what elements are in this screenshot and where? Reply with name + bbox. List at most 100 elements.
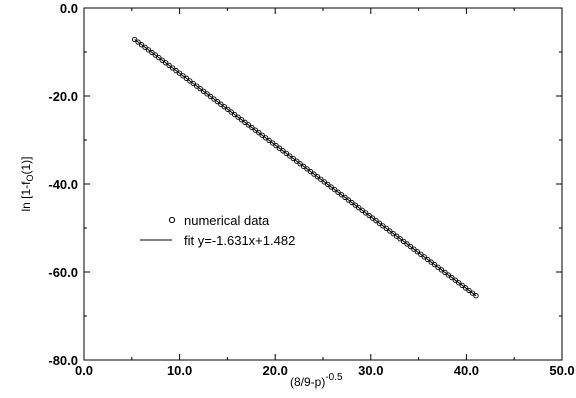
data-point [397,236,403,242]
data-point [362,210,369,216]
data-point [231,111,238,118]
y-tick-label: -20.0 [48,89,78,104]
x-axis-label-exponent: -0.5 [325,372,343,383]
data-point [280,148,286,154]
data-point [214,98,221,105]
data-point [235,114,241,120]
data-point [387,228,393,234]
x-axis-label-main: (8/9-p) [290,375,325,389]
data-point [204,91,210,97]
y-axis-label-subscript: O [25,174,35,181]
data-point [238,117,245,123]
data-point [221,104,227,110]
data-point [369,215,376,221]
numerical-data-points [132,36,479,299]
data-point [163,60,169,66]
data-point [459,282,465,289]
data-point [411,246,417,252]
y-axis-label: ln [1-fO(1)] [19,156,35,211]
data-point [438,267,445,273]
data-point [442,269,448,276]
data-point [176,70,183,76]
data-point [380,223,386,229]
data-point [404,241,410,247]
legend-label-numerical-data: numerical data [184,213,270,228]
data-point [276,145,283,151]
data-point [418,251,424,257]
data-point [256,130,262,136]
data-point [325,181,331,188]
data-point [373,218,379,224]
data-point [259,132,265,138]
data-point [300,163,307,169]
data-point [135,39,141,45]
data-point [338,192,345,198]
x-tick-label: 30.0 [358,363,383,378]
x-tick-label: 10.0 [167,363,192,378]
data-point [152,52,159,58]
data-point [166,62,172,69]
data-point [269,140,276,146]
fit-line [134,39,477,297]
data-point [328,184,334,190]
data-point [394,233,400,239]
data-point [421,254,427,260]
data-point [297,161,303,167]
data-point [356,205,362,211]
data-point [466,287,472,294]
data-point [390,230,396,237]
data-point [428,259,434,265]
data-point [187,78,193,84]
data-point [294,158,300,164]
data-point [414,249,421,255]
x-tick-label: 20.0 [263,363,288,378]
data-point [311,171,317,177]
data-point [180,73,186,79]
data-point [321,179,327,185]
data-point [376,220,383,226]
x-axis-label: (8/9-p)-0.5 [290,372,343,389]
data-point [359,207,365,213]
data-point [132,36,138,43]
data-point [283,150,290,157]
data-point [407,243,414,250]
data-point [169,65,176,71]
data-point [331,186,338,193]
data-point [314,174,321,180]
data-point [425,256,431,263]
data-point [304,166,310,172]
data-point [400,238,407,245]
data-point [173,67,179,74]
data-point [431,262,438,268]
data-point [342,194,348,201]
data-point [349,199,355,206]
data-point [473,293,479,299]
data-point [142,44,148,50]
data-point [145,47,152,53]
data-point [266,137,272,144]
data-point [383,225,389,232]
data-point [469,290,476,296]
y-tick-label: -40.0 [48,177,78,192]
data-point [452,277,458,283]
data-point [307,168,314,175]
y-tick-label: -60.0 [48,265,78,280]
data-point [200,88,207,94]
data-point [138,42,145,48]
x-tick-label: 0.0 [75,363,93,378]
data-point [159,57,165,63]
data-point [445,272,452,278]
data-point [218,101,224,107]
data-point [207,93,214,100]
axis-tick-labels: 0.0 10.0 20.0 30.0 40.0 50.0 0.0 -20.0 -40.0 -60.… [48,1,574,378]
data-point [190,80,196,87]
data-point [149,49,155,56]
data-point [456,280,462,286]
data-point [335,189,341,195]
data-point [352,202,358,208]
data-point [345,197,352,203]
data-point [183,75,190,81]
data-point [366,212,372,219]
data-point [249,124,255,131]
data-point [194,83,200,89]
